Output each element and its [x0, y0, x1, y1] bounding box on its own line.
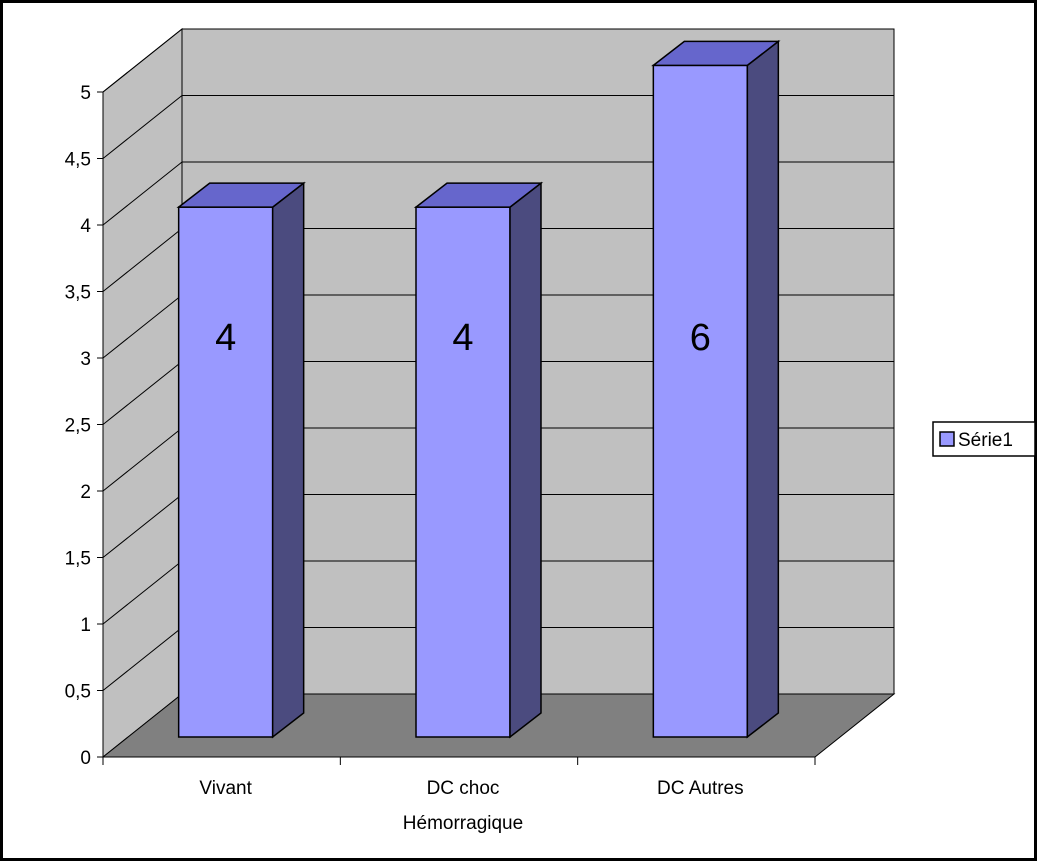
- gridline-side: [102, 161, 183, 226]
- gridline-side: [102, 427, 183, 492]
- y-tick-label: 3: [80, 349, 91, 370]
- gridline-side: [102, 560, 183, 625]
- gridline-side: [102, 361, 183, 425]
- bar-data-label: 4: [215, 317, 236, 359]
- y-tick-label: 1: [80, 615, 91, 636]
- bar-side: [746, 39, 780, 739]
- x-category-label: DC choc: [427, 778, 500, 799]
- x-category-label: Vivant: [199, 778, 252, 799]
- y-tick-label: 4,5: [65, 150, 91, 171]
- bar-data-label: 6: [690, 317, 711, 359]
- bar-top: [413, 182, 544, 208]
- bar-top: [176, 182, 306, 208]
- legend-box: [932, 421, 1036, 457]
- gridline-side: [102, 28, 183, 93]
- bar-front: [177, 206, 274, 738]
- legend-swatch: [939, 431, 955, 447]
- y-tick-label: 1,5: [65, 549, 91, 570]
- y-tick-label: 0,5: [65, 682, 91, 703]
- y-tick-label: 2,5: [65, 416, 91, 437]
- gridline-side: [102, 294, 183, 359]
- x-category-label: DC Autres: [657, 778, 744, 799]
- y-tick-label: 0: [80, 748, 91, 769]
- legend-label: Série1: [958, 430, 1013, 451]
- bar-side: [271, 181, 305, 739]
- gridline-side: [102, 494, 183, 558]
- gridline-side: [102, 95, 183, 159]
- y-tick-label: 2: [80, 482, 91, 503]
- y-tick-label: 5: [80, 83, 91, 104]
- bar-top: [651, 40, 781, 67]
- bar-side: [509, 181, 542, 739]
- gridline-side: [102, 228, 183, 292]
- y-tick-label: 4: [80, 216, 91, 237]
- y-tick-label: 3,5: [65, 283, 91, 304]
- bar-front: [415, 206, 511, 738]
- gridline-side: [102, 627, 183, 691]
- x-category-label: Hémorragique: [403, 813, 523, 834]
- bar-front: [652, 64, 749, 738]
- bar-data-label: 4: [452, 317, 473, 359]
